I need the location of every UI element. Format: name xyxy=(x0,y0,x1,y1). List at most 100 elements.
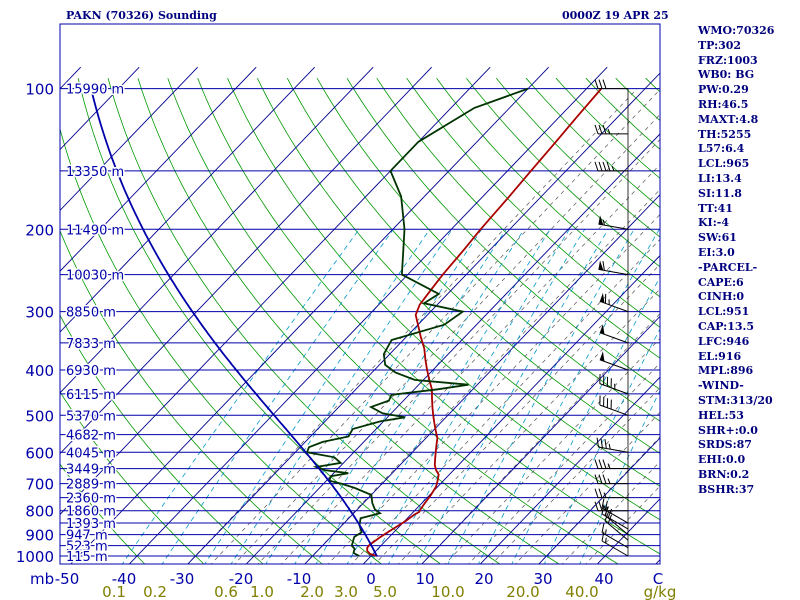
height-label: 5370 m xyxy=(66,409,116,424)
pressure-tick-label: 600 xyxy=(25,444,54,462)
index-item: LI:13.4 xyxy=(698,171,742,185)
wind-barb xyxy=(599,351,629,371)
index-item: TT:41 xyxy=(698,201,733,215)
height-label: 947 m xyxy=(66,529,108,544)
index-item: BRN:0.2 xyxy=(698,467,750,481)
mixing-ratio-tick-label: 1.0 xyxy=(250,583,274,600)
index-item: RH:46.5 xyxy=(698,97,749,111)
mixing-ratio-line xyxy=(161,229,394,564)
dry-adiabats xyxy=(60,77,660,564)
pressure-tick-label: 700 xyxy=(25,476,54,494)
moist-adiabat-line xyxy=(538,436,660,564)
mixing-ratio-line xyxy=(315,229,525,564)
mixing-ratio-line xyxy=(265,229,483,564)
index-item: SRDS:87 xyxy=(698,438,752,452)
dry-adiabat-line xyxy=(286,78,660,454)
isobars xyxy=(59,23,661,565)
station-title: PAKN (70326) Sounding xyxy=(66,9,217,22)
moist-adiabat-line xyxy=(210,89,660,564)
dry-adiabat-line xyxy=(60,314,264,564)
height-label: 11490 m xyxy=(66,223,124,238)
index-item: WB0: BG xyxy=(698,68,755,82)
wind-barb xyxy=(594,459,628,470)
wind-barb xyxy=(594,501,628,512)
isotherm-line xyxy=(538,437,660,564)
mixing-ratio-line xyxy=(230,229,453,564)
mixing-ratio-tick-label: 3.0 xyxy=(334,583,358,600)
dry-adiabat-line xyxy=(227,78,660,521)
height-label: 4045 m xyxy=(66,446,116,461)
pressure-tick-label: 900 xyxy=(25,527,54,545)
temperature-tick-label: 0 xyxy=(366,570,376,588)
moist-adiabat-line xyxy=(257,139,660,564)
moist-adiabats xyxy=(187,88,660,564)
wind-barb xyxy=(594,79,628,90)
mixing-ratio-line xyxy=(369,229,570,564)
dry-adiabat-line xyxy=(107,78,501,564)
moist-adiabat-line xyxy=(468,362,660,564)
wind-barb xyxy=(598,260,629,276)
dry-adiabat-line xyxy=(436,77,660,298)
index-item: KI:-4 xyxy=(698,216,729,230)
pressure-axis-label: mb xyxy=(30,570,54,588)
isotherm-line xyxy=(0,67,22,566)
mixing-ratio-line xyxy=(511,276,660,564)
dry-adiabat-line xyxy=(316,78,660,422)
moist-adiabat-line xyxy=(421,313,660,564)
pressure-tick-label: 500 xyxy=(25,407,54,425)
mixing-ratio-line xyxy=(346,229,551,564)
height-label: 115 m xyxy=(66,550,108,565)
index-item: PW:0.29 xyxy=(698,83,749,97)
pressure-tick-label: 1000 xyxy=(16,548,54,566)
dry-adiabat-line xyxy=(60,391,205,564)
moist-adiabat-line xyxy=(351,238,660,564)
isotherm-line xyxy=(479,376,660,564)
index-item: FRZ:1003 xyxy=(698,53,758,67)
wind-barbs xyxy=(594,79,629,557)
dry-adiabat-line xyxy=(406,77,660,328)
index-item: EHI:0.0 xyxy=(698,453,746,467)
mixing-ratio-line xyxy=(204,229,431,564)
sounding-time: 0000Z 19 APR 25 xyxy=(562,9,669,22)
temperature-tick-label: -40 xyxy=(112,570,137,588)
wind-barb xyxy=(596,437,629,453)
temperature-tick-label: -10 xyxy=(287,570,312,588)
mixing-ratio-tick-label: 0.1 xyxy=(102,583,126,600)
mixing-ratio-tick-label: 40.0 xyxy=(565,583,598,600)
dry-adiabat-line xyxy=(167,78,619,564)
dry-adiabat-line xyxy=(60,229,323,564)
height-label: 2360 m xyxy=(66,492,116,507)
index-item: -WIND- xyxy=(698,379,744,393)
mixing-ratio-line xyxy=(121,229,360,564)
height-label: 7833 m xyxy=(66,337,116,352)
index-item: WMO:70326 xyxy=(698,24,775,37)
plot-frame xyxy=(59,23,661,565)
isotherm-line xyxy=(128,66,608,564)
index-item: BSHR:37 xyxy=(698,482,755,496)
height-label: 1860 m xyxy=(66,505,116,520)
wind-barb xyxy=(599,324,629,344)
isotherm-line xyxy=(60,66,374,394)
index-item: CINH:0 xyxy=(698,290,745,304)
mixing-ratio-line xyxy=(543,328,660,564)
isotherms xyxy=(0,66,660,566)
wind-barb xyxy=(594,161,628,172)
mixing-ratio-tick-label: 5.0 xyxy=(373,583,397,600)
dry-adiabat-line xyxy=(137,78,560,564)
index-item: LCL:965 xyxy=(698,157,750,171)
temperature-tick-label: 40 xyxy=(594,570,613,588)
temperature-tick-label: -30 xyxy=(170,570,195,588)
wind-barb xyxy=(594,474,628,485)
mixing-ratio-tick-label: 0.2 xyxy=(143,583,167,600)
mixing-ratio-line xyxy=(416,229,609,564)
mixing-ratio-line xyxy=(447,229,635,564)
mixing-ratio-tick-label: 10.0 xyxy=(431,583,464,600)
index-item: TP:302 xyxy=(698,38,742,52)
mixing-ratio-line xyxy=(387,229,586,564)
wind-barb xyxy=(599,395,629,416)
pressure-tick-label: 200 xyxy=(25,221,54,239)
index-item: EI:3.0 xyxy=(698,245,735,259)
isotherm-line xyxy=(60,66,433,455)
wind-barb xyxy=(594,124,628,135)
